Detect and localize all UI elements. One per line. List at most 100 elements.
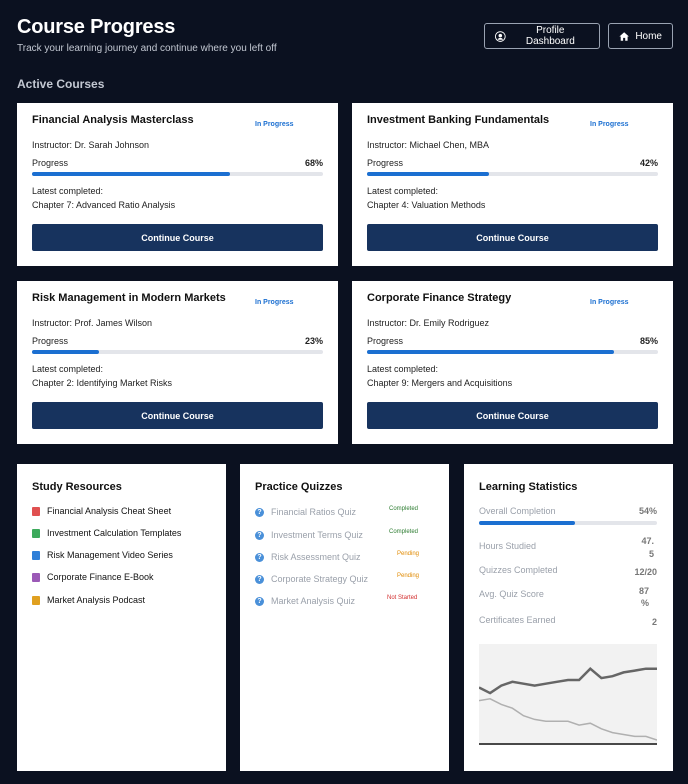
- page-title: Course Progress: [17, 16, 176, 38]
- quiz-status: Pending: [397, 573, 420, 579]
- stat-value: 47. 5: [641, 536, 654, 559]
- headphones-icon: [32, 595, 40, 605]
- quiz-item[interactable]: ? Financial Ratios Quiz: [255, 507, 435, 517]
- resource-item[interactable]: Market Analysis Podcast: [32, 595, 145, 605]
- progress-value: 68%: [304, 158, 323, 168]
- course-instructor: Instructor: Michael Chen, MBA: [367, 140, 490, 150]
- quiz-label: Investment Terms Quiz: [271, 530, 363, 540]
- course-title: Risk Management in Modern Markets: [32, 292, 226, 304]
- home-button[interactable]: Home: [608, 23, 673, 49]
- quiz-item[interactable]: ? Corporate Strategy Quiz: [255, 574, 435, 584]
- study-resources-title: Study Resources: [32, 481, 122, 493]
- course-card: Corporate Finance Strategy In Progress I…: [352, 281, 673, 444]
- progress-value: 85%: [639, 336, 658, 346]
- question-icon: ?: [255, 596, 264, 606]
- continue-course-button[interactable]: Continue Course: [367, 224, 658, 251]
- latest-completed-chapter: Chapter 4: Valuation Methods: [367, 200, 486, 210]
- latest-completed-label: Latest completed:: [32, 186, 104, 196]
- course-instructor: Instructor: Dr. Emily Rodriguez: [367, 318, 490, 328]
- overall-completion-row: Overall Completion 54%: [479, 506, 657, 516]
- resource-label: Market Analysis Podcast: [47, 595, 146, 605]
- quiz-status: Not Started: [387, 595, 418, 601]
- resource-item[interactable]: Investment Calculation Templates: [32, 528, 181, 538]
- progress-label: Progress: [32, 158, 69, 168]
- course-card: Investment Banking Fundamentals In Progr…: [352, 103, 673, 266]
- course-instructor: Instructor: Prof. James Wilson: [32, 318, 153, 328]
- progress-bar-fill: [367, 350, 615, 354]
- overall-completion-bar: [479, 521, 657, 525]
- home-label: Home: [635, 30, 662, 42]
- course-title: Corporate Finance Strategy: [367, 292, 512, 304]
- resource-label: Investment Calculation Templates: [47, 528, 182, 538]
- progress-bar: [367, 172, 658, 176]
- practice-quizzes-title: Practice Quizzes: [255, 481, 343, 493]
- stat-value: 2: [651, 617, 657, 627]
- status-badge: In Progress: [255, 299, 294, 306]
- resource-item[interactable]: Risk Management Video Series: [32, 550, 173, 560]
- course-title: Financial Analysis Masterclass: [32, 114, 194, 126]
- page-header: Course Progress Track your learning jour…: [17, 16, 277, 54]
- profile-dashboard-button[interactable]: Profile Dashboard: [484, 23, 600, 49]
- question-icon: ?: [255, 552, 264, 562]
- quiz-label: Risk Assessment Quiz: [271, 552, 361, 562]
- user-icon: [495, 30, 506, 42]
- status-badge: In Progress: [255, 121, 294, 128]
- quiz-status: Completed: [389, 506, 419, 512]
- learning-statistics-panel: Learning Statistics Overall Completion 5…: [464, 464, 673, 771]
- status-badge: In Progress: [590, 121, 629, 128]
- progress-bar: [367, 350, 658, 354]
- progress-label: Progress: [32, 336, 69, 346]
- stat-label: Hours Studied: [479, 541, 537, 551]
- overall-completion-value: 54%: [638, 506, 657, 516]
- chart-background: [479, 644, 657, 745]
- continue-course-button[interactable]: Continue Course: [32, 402, 323, 429]
- active-courses-heading: Active Courses: [17, 77, 105, 91]
- profile-dashboard-label: Profile Dashboard: [525, 25, 575, 47]
- resource-label: Financial Analysis Cheat Sheet: [47, 506, 172, 516]
- progress-value: 42%: [639, 158, 658, 168]
- quiz-label: Market Analysis Quiz: [271, 596, 356, 606]
- practice-quizzes-panel: Practice Quizzes ? Financial Ratios Quiz…: [240, 464, 449, 771]
- progress-bar: [32, 350, 323, 354]
- learning-trend-chart: [479, 644, 657, 745]
- series-line-1: [479, 666, 657, 695]
- quiz-item[interactable]: ? Risk Assessment Quiz: [255, 552, 435, 562]
- quiz-item[interactable]: ? Investment Terms Quiz: [255, 530, 435, 540]
- quiz-item[interactable]: ? Market Analysis Quiz: [255, 596, 435, 606]
- course-card: Financial Analysis Masterclass In Progre…: [17, 103, 338, 266]
- latest-completed-chapter: Chapter 9: Mergers and Acquisitions: [367, 378, 513, 388]
- stat-label: Quizzes Completed: [479, 565, 558, 575]
- question-icon: ?: [255, 507, 264, 517]
- latest-completed-label: Latest completed:: [367, 186, 439, 196]
- quiz-label: Corporate Strategy Quiz: [271, 574, 369, 584]
- progress-bar-fill: [367, 172, 490, 176]
- status-badge: In Progress: [590, 299, 629, 306]
- continue-course-button[interactable]: Continue Course: [32, 224, 323, 251]
- resource-item[interactable]: Financial Analysis Cheat Sheet: [32, 506, 171, 516]
- resource-label: Corporate Finance E-Book: [47, 572, 154, 582]
- page-subtitle: Track your learning journey and continue…: [17, 43, 277, 54]
- resource-item[interactable]: Corporate Finance E-Book: [32, 572, 154, 582]
- latest-completed-chapter: Chapter 2: Identifying Market Risks: [32, 378, 173, 388]
- pdf-file-icon: [32, 506, 40, 516]
- overall-completion-fill: [479, 521, 576, 525]
- progress-bar-fill: [32, 172, 230, 176]
- latest-completed-chapter: Chapter 7: Advanced Ratio Analysis: [32, 200, 176, 210]
- progress-label: Progress: [367, 336, 404, 346]
- series-line-2: [479, 698, 657, 741]
- continue-course-button[interactable]: Continue Course: [367, 402, 658, 429]
- question-icon: ?: [255, 530, 264, 540]
- overall-completion-label: Overall Completion: [479, 506, 556, 516]
- progress-value: 23%: [304, 336, 323, 346]
- stat-value: 12/20: [634, 567, 657, 577]
- latest-completed-label: Latest completed:: [367, 364, 439, 374]
- course-card: Risk Management in Modern Markets In Pro…: [17, 281, 338, 444]
- home-icon: [619, 31, 629, 41]
- progress-bar-fill: [32, 350, 99, 354]
- quiz-status: Completed: [389, 529, 419, 535]
- course-title: Investment Banking Fundamentals: [367, 114, 550, 126]
- resource-label: Risk Management Video Series: [47, 550, 173, 560]
- progress-bar: [32, 172, 323, 176]
- video-icon: [32, 550, 40, 560]
- quiz-status: Pending: [397, 551, 420, 557]
